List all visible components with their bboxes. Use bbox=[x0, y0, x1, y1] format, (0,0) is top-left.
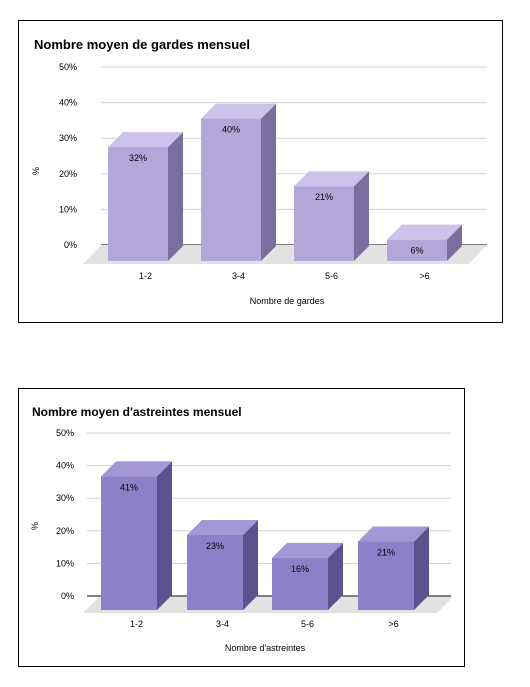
bar-top bbox=[294, 171, 369, 187]
data-label: 23% bbox=[206, 541, 224, 551]
data-label: 16% bbox=[291, 564, 309, 574]
y-tick-label: 10% bbox=[59, 204, 77, 214]
x-tick-label: 5-6 bbox=[301, 619, 314, 629]
y-tick-label: 0% bbox=[64, 240, 77, 250]
x-tick-label: 5-6 bbox=[325, 271, 338, 281]
bar-top bbox=[108, 132, 183, 148]
bar-side bbox=[354, 171, 369, 261]
bar->6 bbox=[387, 224, 462, 261]
bar-side bbox=[414, 526, 429, 610]
x-tick-label: 1-2 bbox=[130, 619, 143, 629]
bar-side bbox=[243, 520, 258, 610]
chart-floor bbox=[83, 245, 487, 264]
bar-top bbox=[387, 224, 462, 240]
bar-5-6 bbox=[272, 542, 343, 610]
bar-5-6 bbox=[294, 171, 369, 261]
chart-astreintes: Nombre moyen d'astreintes mensuel 0% 10% 20… bbox=[30, 405, 453, 653]
y-axis-label: % bbox=[31, 167, 41, 175]
bar-top bbox=[358, 526, 429, 542]
data-label: 21% bbox=[377, 548, 395, 558]
bar-front bbox=[358, 541, 414, 610]
bar-side bbox=[157, 461, 172, 610]
bar-front bbox=[272, 557, 328, 610]
bar-side bbox=[447, 224, 462, 261]
data-label: 40% bbox=[222, 125, 240, 135]
x-tick-label: 3-4 bbox=[216, 619, 229, 629]
bar-side bbox=[328, 542, 343, 610]
y-axis-label: % bbox=[30, 522, 40, 530]
bar-front bbox=[187, 535, 243, 610]
bar-top bbox=[272, 542, 343, 558]
bar-1-2 bbox=[108, 132, 183, 261]
x-tick-label: >6 bbox=[419, 271, 429, 281]
chart-panel-astreintes: Nombre moyen d'astreintes mensuel 0% 10% 20… bbox=[18, 388, 465, 667]
bar-3-4 bbox=[201, 103, 276, 261]
chart-title: Nombre moyen de gardes mensuel bbox=[34, 37, 250, 52]
y-tick-label: 30% bbox=[56, 493, 74, 503]
chart-gardes: Nombre moyen de gardes mensuel 0% 10% 20% 30… bbox=[31, 37, 487, 306]
data-label: 32% bbox=[129, 153, 147, 163]
data-label: 41% bbox=[120, 482, 138, 492]
bar-front bbox=[201, 118, 261, 261]
y-tick-label: 20% bbox=[59, 169, 77, 179]
bar-front bbox=[108, 147, 168, 261]
x-axis-label: Nombre d'astreintes bbox=[225, 643, 306, 653]
bar-front bbox=[387, 239, 447, 261]
bar-side bbox=[168, 132, 183, 261]
bar-top bbox=[187, 520, 258, 536]
y-tick-label: 50% bbox=[59, 62, 77, 72]
chart-panel-gardes: Nombre moyen de gardes mensuel 0% 10% 20% 30… bbox=[18, 20, 503, 323]
bar->6 bbox=[358, 526, 429, 610]
bar-1-2 bbox=[101, 461, 172, 610]
y-tick-label: 0% bbox=[61, 591, 74, 601]
y-tick-label: 20% bbox=[56, 526, 74, 536]
x-axis-label: Nombre de gardes bbox=[250, 296, 325, 306]
bar-3-4 bbox=[187, 520, 258, 610]
y-tick-label: 50% bbox=[56, 428, 74, 438]
x-tick-label: 1-2 bbox=[139, 271, 152, 281]
data-label: 21% bbox=[315, 192, 333, 202]
bar-top bbox=[201, 103, 276, 119]
x-tick-label: >6 bbox=[388, 619, 398, 629]
chart-title: Nombre moyen d'astreintes mensuel bbox=[32, 405, 242, 419]
y-tick-label: 40% bbox=[56, 461, 74, 471]
y-tick-label: 10% bbox=[56, 558, 74, 568]
y-tick-label: 30% bbox=[59, 133, 77, 143]
bar-front bbox=[101, 476, 157, 610]
data-label: 6% bbox=[410, 246, 423, 256]
bar-top bbox=[101, 461, 172, 477]
x-tick-label: 3-4 bbox=[232, 271, 245, 281]
bar-side bbox=[261, 103, 276, 261]
y-tick-label: 40% bbox=[59, 98, 77, 108]
bar-front bbox=[294, 186, 354, 261]
